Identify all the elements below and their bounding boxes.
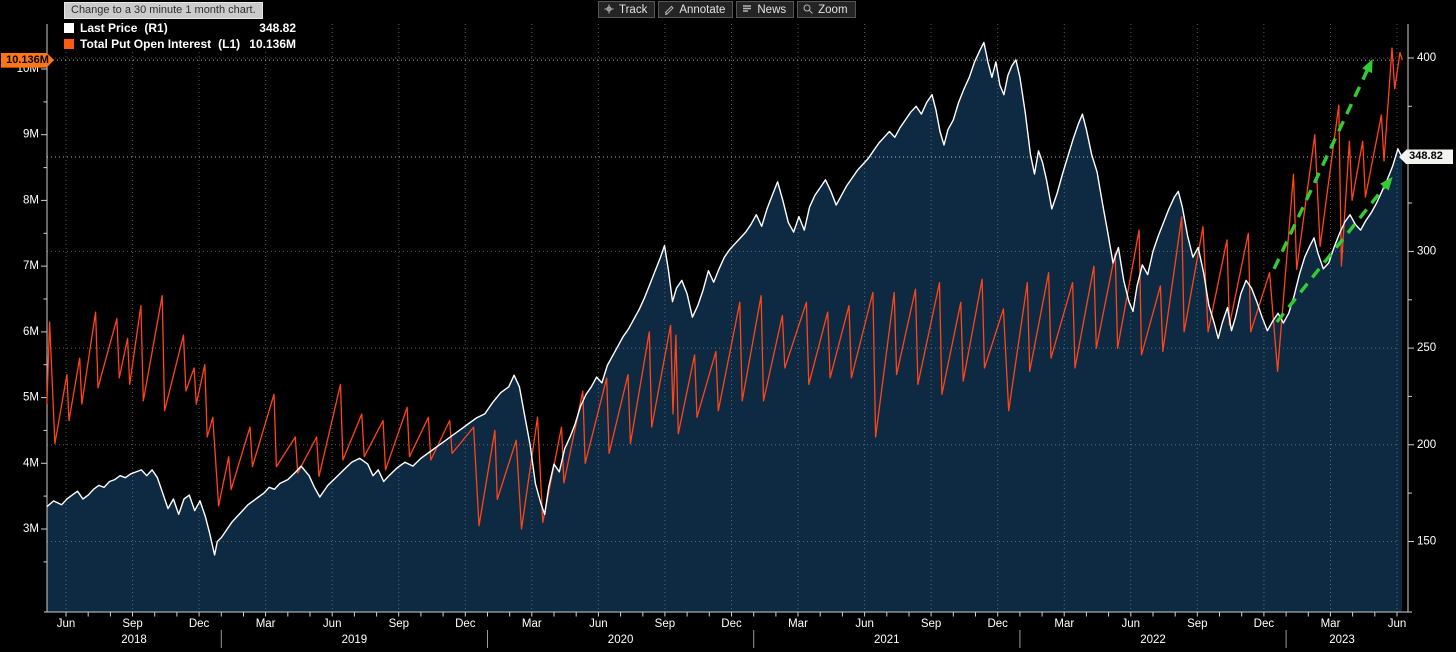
x-axis-month-label: Dec: [455, 618, 476, 630]
x-axis-year-label: 2020: [608, 634, 634, 646]
left-axis-label: 8M: [23, 194, 39, 206]
x-axis-month-label: Mar: [1321, 618, 1341, 630]
legend-item-total-put-open-interest[interactable]: Total Put Open Interest (L1) 10.136M: [62, 36, 298, 52]
right-axis-label: 400: [1417, 52, 1436, 64]
x-axis-month-label: Dec: [721, 618, 742, 630]
x-axis-month-label: Sep: [655, 618, 675, 630]
legend-value: 10.136M: [249, 37, 296, 51]
chart-legend: Last Price (R1) 348.82 Total Put Open Inter…: [62, 20, 298, 52]
news-button[interactable]: News: [736, 1, 795, 18]
x-axis-month-label: Jun: [1388, 618, 1407, 630]
x-axis-year-label: 2023: [1329, 634, 1355, 646]
x-axis-month-label: Mar: [788, 618, 808, 630]
x-axis-month-label: Jun: [323, 618, 342, 630]
x-axis-month-label: Jun: [589, 618, 608, 630]
legend-swatch: [64, 39, 74, 49]
trend-arrow-2: [1275, 176, 1393, 324]
x-axis-year-label: 2022: [1140, 634, 1166, 646]
right-axis-label: 150: [1417, 536, 1436, 548]
news-lines-icon: [743, 5, 752, 12]
x-axis-month-label: Jun: [855, 618, 874, 630]
left-axis-label: 9M: [23, 129, 39, 141]
trend-arrow-1: [1272, 59, 1373, 270]
price-area-fill: [46, 42, 1402, 612]
x-axis-year-label: 2018: [121, 634, 147, 646]
x-axis-month-label: Jun: [1122, 618, 1141, 630]
x-axis-month-label: Mar: [256, 618, 276, 630]
annotate-button[interactable]: Annotate: [658, 1, 734, 18]
left-axis-label: 5M: [23, 392, 39, 404]
track-button[interactable]: Track: [598, 1, 656, 18]
left-axis-label: 7M: [23, 260, 39, 272]
x-axis-month-label: Sep: [389, 618, 409, 630]
zoom-magnifier-icon: [803, 4, 813, 14]
x-axis-month-label: Dec: [189, 618, 210, 630]
x-axis-month-label: Sep: [921, 618, 941, 630]
gridlines: [47, 24, 1398, 612]
chart-toolbar: Track Annotate News Zoom: [598, 1, 856, 18]
x-axis-month-label: Dec: [1254, 618, 1275, 630]
put-oi-value-badge: 10.136M: [1, 52, 54, 68]
chart-hint-tooltip: Change to a 30 minute 1 month chart.: [64, 2, 263, 19]
put-open-interest-line: [46, 47, 1404, 530]
legend-swatch: [64, 23, 74, 33]
right-axis-label: 300: [1417, 245, 1436, 257]
legend-label: Last Price: [80, 21, 138, 35]
legend-item-last-price[interactable]: Last Price (R1) 348.82: [62, 20, 298, 36]
track-crosshair-icon: [604, 4, 614, 14]
x-axis-year-label: 2019: [342, 634, 368, 646]
zoom-button[interactable]: Zoom: [797, 1, 856, 18]
x-axis-month-label: Dec: [987, 618, 1008, 630]
annotate-pencil-icon: [665, 5, 675, 15]
last-price-value-badge: 348.82: [1399, 149, 1453, 165]
x-axis-month-label: Jun: [57, 618, 76, 630]
left-axis-label: 3M: [23, 523, 39, 535]
left-axis-label: 4M: [23, 457, 39, 469]
last-price-line: [46, 41, 1403, 556]
x-axis-month-label: Mar: [1054, 618, 1074, 630]
legend-axis-tag: (L1): [218, 37, 241, 51]
x-axis-month-label: Mar: [522, 618, 542, 630]
x-axis-year-label: 2021: [874, 634, 900, 646]
legend-axis-tag: (R1): [144, 21, 168, 35]
legend-value: 348.82: [259, 21, 296, 35]
x-axis-month-label: Sep: [122, 618, 142, 630]
left-axis-label: 6M: [23, 326, 39, 338]
legend-label: Total Put Open Interest: [80, 37, 212, 51]
right-axis-label: 200: [1417, 439, 1436, 451]
right-axis-label: 250: [1417, 342, 1436, 354]
x-axis-month-label: Sep: [1187, 618, 1207, 630]
